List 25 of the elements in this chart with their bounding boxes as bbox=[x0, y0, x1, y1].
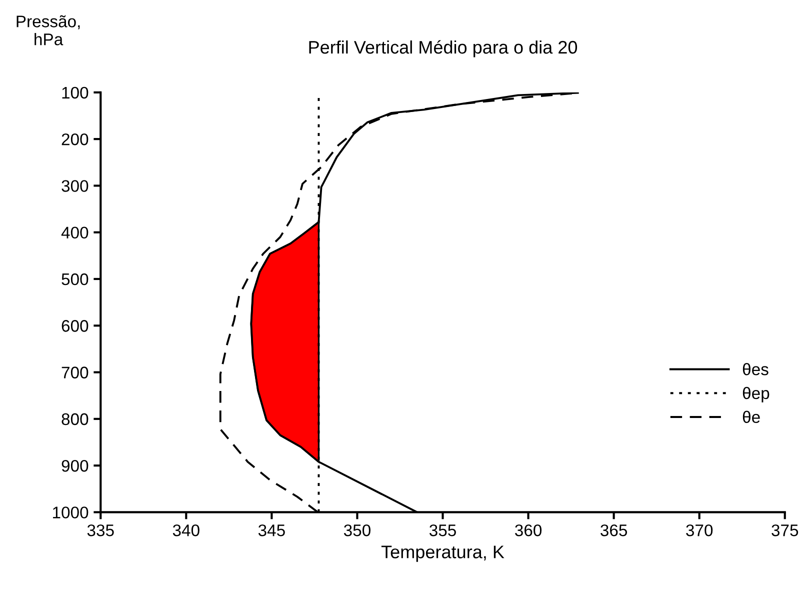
legend-label: θe bbox=[742, 410, 760, 423]
legend-label: θep bbox=[742, 386, 770, 402]
y-tick-label: 300 bbox=[62, 180, 88, 192]
legend-label: θes bbox=[742, 363, 768, 376]
y-tick-label: 400 bbox=[61, 226, 88, 239]
chart-title: Perfil Vertical Médio para o dia 20 bbox=[309, 40, 578, 58]
y-tick-label: 1000 bbox=[53, 506, 88, 518]
x-axis-title: Temperatura, K bbox=[381, 546, 504, 562]
x-tick-label: 350 bbox=[344, 524, 370, 536]
x-tick-label: 360 bbox=[515, 524, 542, 536]
x-tick-label: 335 bbox=[87, 524, 114, 536]
y-tick-label: 800 bbox=[62, 413, 88, 426]
y-tick-label: 500 bbox=[62, 273, 88, 286]
x-tick-label: 355 bbox=[429, 524, 456, 536]
y-tick-label: 100 bbox=[62, 86, 88, 99]
x-tick-label: 345 bbox=[258, 524, 285, 536]
x-tick-label: 370 bbox=[686, 524, 713, 536]
x-tick-label: 340 bbox=[172, 524, 200, 536]
y-tick-label: 600 bbox=[62, 320, 88, 332]
y-tick-label: 900 bbox=[62, 460, 88, 472]
y-tick-label: 700 bbox=[62, 366, 88, 378]
y-axis-title: Pressão, hPa bbox=[16, 15, 80, 46]
y-tick-label: 200 bbox=[62, 133, 88, 146]
x-tick-label: 365 bbox=[600, 524, 628, 536]
x-tick-label: 375 bbox=[772, 524, 798, 536]
